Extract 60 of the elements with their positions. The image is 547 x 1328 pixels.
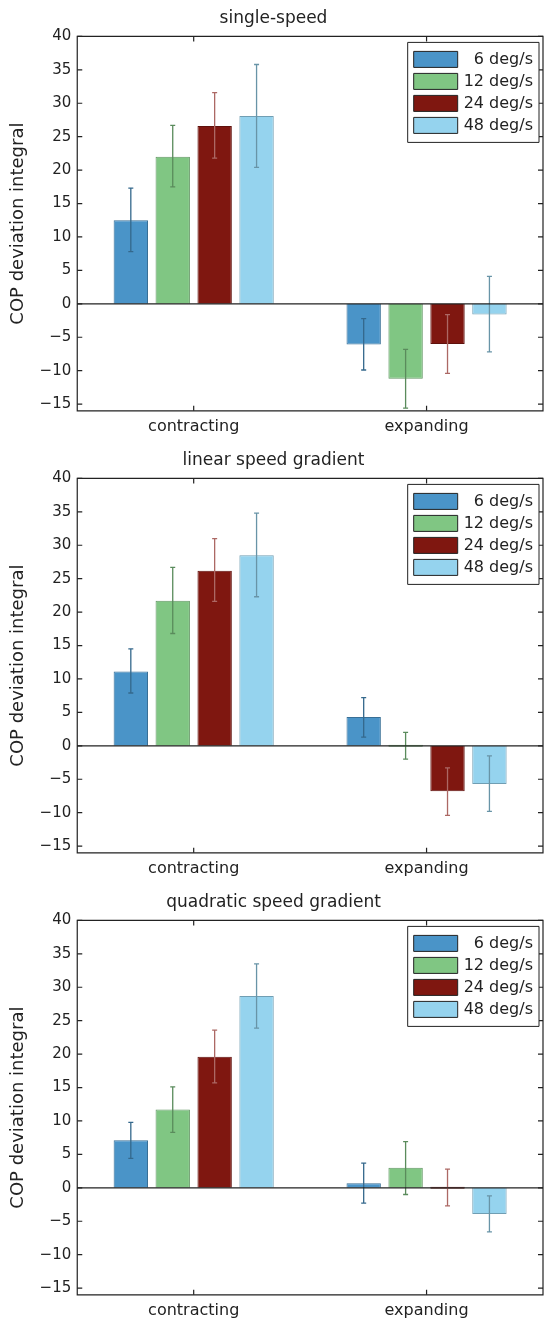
y-tick-label: 15: [52, 193, 72, 212]
y-tick-label: 35: [52, 943, 72, 962]
y-tick-label: 35: [52, 501, 72, 520]
y-tick-label: 0: [61, 1177, 72, 1196]
x-tick-label: contracting: [148, 415, 240, 435]
x-tick-label: contracting: [148, 1299, 240, 1319]
y-tick-label: 5: [61, 1144, 72, 1163]
y-tick-label: −10: [39, 1244, 72, 1263]
y-tick-label: 30: [52, 93, 72, 112]
y-tick-label: 30: [52, 535, 72, 554]
y-tick-label: −15: [39, 394, 72, 412]
y-tick-label: 25: [52, 1010, 72, 1029]
legend-label: 24 deg/s: [463, 92, 533, 112]
y-axis-title: COP deviation integral: [6, 122, 28, 325]
y-tick-label: 5: [61, 702, 72, 721]
chart-title: quadratic speed gradient: [166, 890, 382, 911]
y-tick-label: 20: [52, 602, 72, 620]
y-tick-label: −15: [39, 836, 72, 854]
legend-label: 6 deg/s: [473, 490, 533, 510]
y-tick-label: 15: [52, 1077, 72, 1096]
legend-label: 12 deg/s: [463, 954, 533, 974]
y-tick-label: 35: [52, 59, 72, 78]
legend-label: 48 deg/s: [463, 556, 533, 576]
y-tick-label: −5: [49, 1211, 72, 1230]
y-tick-label: 25: [52, 126, 72, 145]
legend-label: 12 deg/s: [463, 70, 533, 90]
y-tick-label: 0: [61, 293, 72, 312]
x-tick-label: contracting: [148, 857, 240, 877]
legend-label: 48 deg/s: [463, 998, 533, 1018]
y-tick-label: −5: [49, 327, 72, 346]
legend-label: 6 deg/s: [473, 48, 533, 68]
x-tick-label: expanding: [384, 415, 469, 435]
y-tick-label: 10: [52, 1110, 72, 1129]
y-tick-label: −10: [39, 360, 72, 379]
y-axis-title: COP deviation integral: [6, 1006, 28, 1209]
y-tick-label: 25: [52, 568, 72, 587]
y-tick-label: −5: [49, 769, 72, 788]
y-tick-label: 30: [52, 977, 72, 996]
y-tick-label: 40: [52, 468, 72, 487]
chart-title: linear speed gradient: [182, 448, 365, 469]
x-tick-label: expanding: [384, 857, 469, 877]
y-tick-label: 20: [52, 160, 72, 178]
y-tick-label: 15: [52, 635, 72, 654]
y-tick-label: 0: [61, 735, 72, 754]
legend-label: 24 deg/s: [463, 534, 533, 554]
legend-label: 12 deg/s: [463, 512, 533, 532]
legend-label: 6 deg/s: [473, 932, 533, 952]
y-tick-label: 40: [52, 910, 72, 929]
y-tick-label: 10: [52, 668, 72, 687]
chart-title: single-speed: [219, 6, 328, 27]
y-tick-label: 20: [52, 1044, 72, 1062]
legend-label: 48 deg/s: [463, 114, 533, 134]
y-tick-label: 10: [52, 226, 72, 245]
legend-label: 24 deg/s: [463, 976, 533, 996]
y-tick-label: −15: [39, 1278, 72, 1296]
y-axis-title: COP deviation integral: [6, 564, 28, 767]
y-tick-label: 40: [52, 26, 72, 45]
y-tick-label: 5: [61, 260, 72, 279]
x-tick-label: expanding: [384, 1299, 469, 1319]
y-tick-label: −10: [39, 802, 72, 821]
